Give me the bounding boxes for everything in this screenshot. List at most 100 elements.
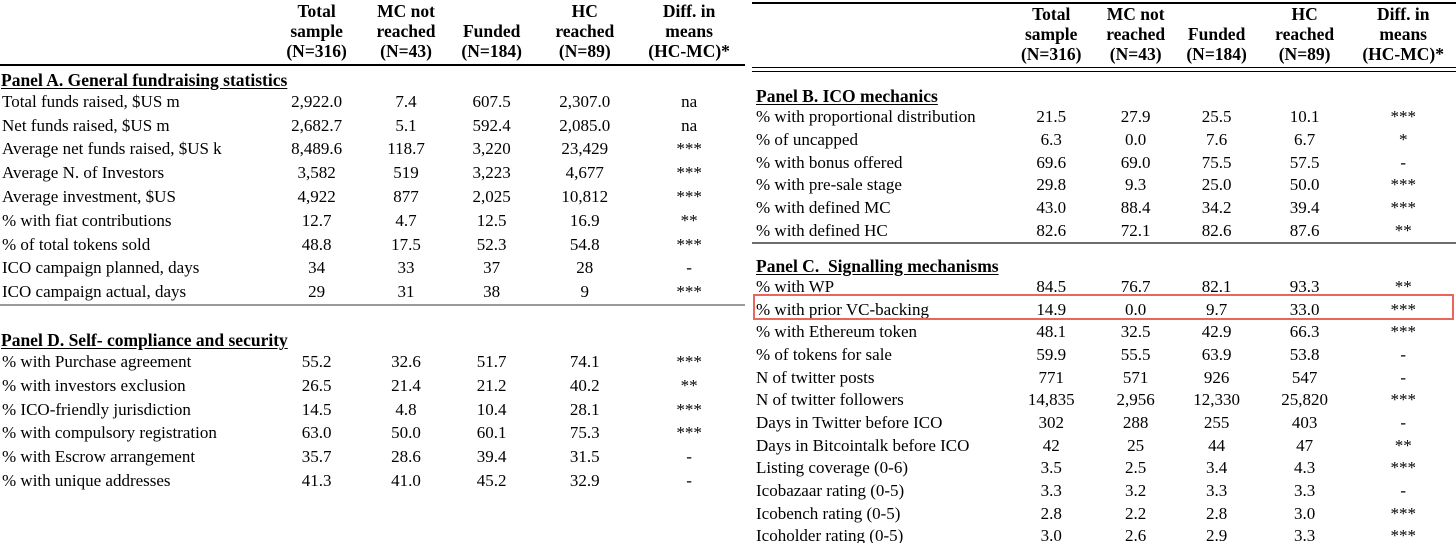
cell-value: 2.8: [1206, 503, 1228, 523]
cell-value: na: [681, 115, 698, 135]
cell-value: **: [680, 375, 698, 395]
header-row: Total sample (N=316) MC not reached (N=4…: [0, 0, 745, 65]
table-row: % with Ethereum token 48.1 32.5 42.9 66.3 ***: [752, 321, 1456, 344]
cell-value: 607.5: [472, 91, 511, 111]
cell-value: 7.6: [1206, 129, 1228, 149]
panel-a-bottom-rule: [0, 304, 745, 307]
cell-value: 2,956: [1116, 390, 1155, 410]
cell-value: 4.7: [395, 210, 417, 230]
cell-value: 48.1: [1036, 322, 1067, 342]
row-label: N of twitter followers: [756, 390, 904, 410]
table-row: N of twitter posts 771 571 926 547 -: [752, 366, 1456, 389]
col-header-mc-not-reached: MC not reached (N=43): [1106, 4, 1166, 64]
row-label: Net funds raised, $US m: [2, 115, 170, 135]
header-label-spacer: [752, 4, 1005, 67]
cell-value: 50.0: [391, 423, 421, 443]
row-label: Days in Bitcointalk before ICO: [756, 435, 970, 455]
cell-value: 32.9: [569, 471, 600, 491]
cell-value: 2.6: [1125, 526, 1147, 543]
row-label: Total funds raised, $US m: [2, 91, 180, 111]
cell-value: 40.2: [569, 375, 600, 395]
cell-value: 571: [1122, 367, 1149, 387]
col-header-funded: Funded (N=184): [461, 21, 522, 61]
row-label: % with Ethereum token: [756, 322, 917, 342]
cell-value: 2,085.0: [559, 115, 611, 135]
table-row: % with fiat contributions 12.7 4.7 12.5 16.9…: [0, 209, 745, 233]
table-row: Listing coverage (0-6) 3.5 2.5 3.4 4.3 ***: [752, 457, 1456, 480]
cell-value: ***: [1390, 107, 1416, 127]
cell-value: 10.4: [476, 399, 507, 419]
cell-value: 63.0: [301, 423, 332, 443]
table-row: Days in Bitcointalk before ICO 42 25 44 47 **: [752, 434, 1456, 457]
row-label: % with unique addresses: [2, 471, 171, 491]
cell-value: 54.8: [569, 234, 600, 254]
cell-value: 3.4: [1206, 458, 1228, 478]
right-table: Total sample (N=316) MC not reached (N=4…: [752, 0, 1456, 543]
cell-value: 32.6: [391, 352, 421, 372]
cell-value: 3.3: [1293, 526, 1316, 543]
cell-value: 37: [483, 258, 501, 278]
row-label: % with compulsory registration: [2, 423, 217, 443]
cell-value: ***: [1390, 458, 1416, 478]
cell-value: -: [1400, 367, 1407, 387]
row-label: % of total tokens sold: [2, 234, 151, 254]
cell-value: 4,677: [565, 163, 604, 183]
cell-value: 6.7: [1293, 129, 1316, 149]
cell-value: 74.1: [569, 352, 600, 372]
cell-value: 2.8: [1040, 503, 1062, 523]
cell-value: ***: [676, 163, 702, 183]
row-label: ICO campaign planned, days: [2, 258, 200, 278]
table-row: Average investment, $US 4,922 877 2,025 10,8…: [0, 185, 745, 209]
row-label: % with defined MC: [756, 197, 891, 217]
cell-value: 3,223: [472, 163, 511, 183]
row-label: % with Purchase agreement: [2, 352, 192, 372]
cell-value: 118.7: [387, 139, 425, 159]
cell-value: -: [1400, 413, 1407, 432]
cell-value: 42: [1042, 435, 1060, 455]
row-label: N of twitter posts: [756, 367, 875, 387]
panel-b-heading: Panel B. ICO mechanics: [756, 86, 938, 106]
cell-value: ***: [1390, 299, 1416, 319]
panel-a-table: Total funds raised, $US m 2,922.0 7.4 607.5…: [0, 90, 745, 304]
cell-value: 28: [576, 258, 594, 278]
table-row: % with WP 84.5 76.7 82.1 93.3 **: [752, 276, 1456, 299]
cell-value: 41.3: [301, 471, 332, 491]
cell-value: -: [686, 258, 692, 278]
cell-value: 82.6: [1036, 220, 1067, 240]
table-row: % of uncapped 6.3 0.0 7.6 6.7 *: [752, 129, 1456, 152]
cell-value: 59.9: [1036, 345, 1067, 365]
row-label: % with fiat contributions: [2, 210, 172, 230]
table-row: % with unique addresses 41.3 41.0 45.2 32.9 -: [0, 469, 745, 493]
table-row: % ICO-friendly jurisdiction 14.5 4.8 10.4 28…: [0, 398, 745, 422]
cell-value: 69.6: [1036, 152, 1067, 172]
cell-value: 39.4: [476, 447, 507, 467]
cell-value: 2.9: [1206, 526, 1228, 543]
cell-value: 3.5: [1040, 458, 1062, 478]
cell-value: 2.5: [1125, 458, 1147, 478]
cell-value: 9.7: [1206, 299, 1228, 319]
cell-value: 45.2: [476, 471, 507, 491]
panel-c-heading: Panel C. Signalling mechanisms: [756, 255, 999, 276]
cell-value: 519: [393, 163, 419, 183]
cell-value: -: [1400, 152, 1407, 172]
cell-value: 21.2: [476, 375, 507, 395]
cell-value: 25.0: [1201, 175, 1232, 195]
table-row: Icoholder rating (0-5) 3.0 2.6 2.9 3.3 ***: [752, 525, 1456, 543]
cell-value: 88.4: [1120, 197, 1151, 217]
cell-value: -: [686, 471, 692, 491]
cell-value: 57.5: [1289, 152, 1320, 172]
cell-value: 63.9: [1201, 345, 1232, 365]
cell-value: 76.7: [1120, 277, 1151, 297]
cell-value: 3.0: [1040, 526, 1062, 543]
cell-value: 82.1: [1201, 277, 1232, 297]
spacer: [0, 306, 745, 326]
cell-value: 302: [1038, 413, 1064, 432]
col-header-hc-reached: HC reached (N=89): [1275, 4, 1335, 64]
cell-value: 75.5: [1201, 152, 1232, 172]
cell-value: 25.5: [1201, 107, 1232, 127]
col-header-funded: Funded (N=184): [1186, 24, 1247, 64]
cell-value: 34: [308, 258, 326, 278]
cell-value: ***: [1390, 390, 1416, 410]
table-row: N of twitter followers 14,835 2,956 12,330 2…: [752, 389, 1456, 412]
cell-value: 9.3: [1125, 175, 1147, 195]
